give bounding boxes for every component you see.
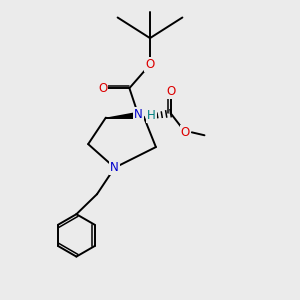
Polygon shape: [106, 112, 139, 118]
Text: N: N: [110, 161, 119, 174]
Text: O: O: [146, 58, 154, 71]
Text: O: O: [98, 82, 107, 95]
Text: N: N: [134, 108, 143, 121]
Text: O: O: [166, 85, 175, 98]
Text: H: H: [147, 109, 156, 122]
Text: O: O: [181, 126, 190, 139]
